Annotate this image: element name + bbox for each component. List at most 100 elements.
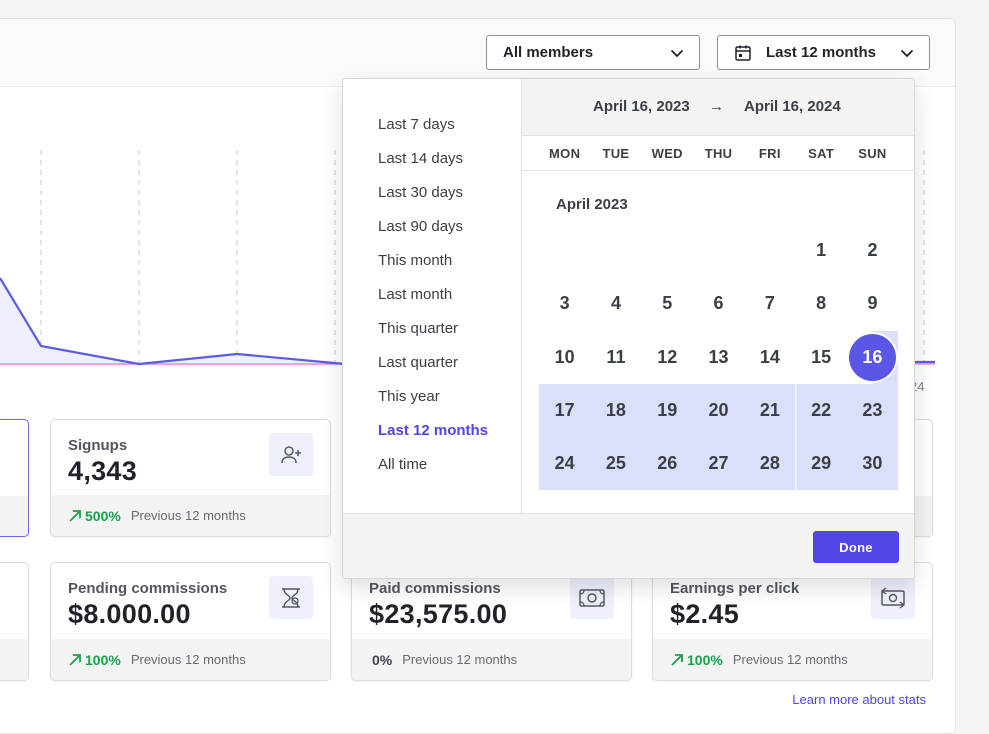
stat-card-label: Paid commissions [369,580,501,597]
calendar-day[interactable]: 6 [713,293,724,314]
members-filter-select[interactable]: All members [486,35,700,70]
preset-last-14-days[interactable]: Last 14 days [378,150,464,167]
calendar-day[interactable]: 27 [692,437,745,491]
stat-change: 0% [372,651,393,668]
stat-card-selected-clipped[interactable] [0,419,29,537]
calendar-day[interactable]: 21 [744,383,796,437]
stat-card-value: $2.45 [670,599,740,629]
calendar-day[interactable]: 24 [539,437,591,491]
preset-all-time[interactable]: All time [378,456,428,473]
preset-last-month[interactable]: Last month [378,286,453,303]
selected-day-marker: 16 [848,333,896,381]
stat-change: 100% [68,652,121,668]
date-range-select[interactable]: Last 12 months [717,35,930,70]
stat-card-footer: 500% Previous 12 months [51,495,330,536]
calendar-day[interactable]: 30 [846,437,899,491]
calendar-day[interactable]: 12 [657,346,678,367]
month-title: April 2023 [556,196,628,213]
calendar-day[interactable]: 4 [610,293,621,314]
calendar-day[interactable]: 20 [692,383,745,437]
hourglass-money-icon [269,576,313,619]
weekday-label: WED [651,146,683,161]
preset-list: Last 7 days Last 14 days Last 30 days La… [343,79,522,513]
stat-card-pending-commissions[interactable]: Pending commissions $8.000.00 100% Previ… [50,562,331,681]
calendar-icon [735,45,751,61]
stat-card-earnings-per-click[interactable]: Earnings per click $2.45 100% Previous 1… [652,562,933,681]
stat-card-label: Earnings per click [670,580,800,597]
stat-card-paid-commissions[interactable]: Paid commissions $23,575.00 0% Previous … [351,562,632,681]
range-summary: April 16, 2023 → April 16, 2024 [522,79,914,136]
preset-last-7-days[interactable]: Last 7 days [378,116,455,133]
range-start-date: April 16, 2023 [593,98,690,115]
done-button[interactable]: Done [813,531,899,563]
weekday-label: SUN [858,146,887,161]
calendar-day[interactable]: 28 [744,437,796,491]
arrow-up-right-icon [671,653,683,666]
preset-last-quarter[interactable]: Last quarter [378,354,459,371]
preset-this-quarter[interactable]: This quarter [378,320,459,337]
stat-change: 100% [670,652,723,668]
weekday-header: MON TUE WED THU FRI SAT SUN [522,136,914,171]
stat-card-footer: 100% Previous 12 months [653,639,932,680]
stat-card-footer: 100% Previous 12 months [51,639,330,680]
stat-compare-label: Previous 12 months [130,508,246,523]
stat-card-footer: 0% Previous 12 months [352,639,631,680]
calendar-day[interactable]: 23 [846,383,899,437]
calendar-day[interactable]: 11 [606,346,626,367]
calendar-day[interactable]: 9 [867,293,878,314]
stat-compare-label: Previous 12 months [402,652,518,667]
stat-compare-label: Previous 12 months [732,652,848,667]
learn-more-link[interactable]: Learn more about stats [792,692,926,707]
calendar-day[interactable]: 8 [816,293,827,314]
date-range-label: Last 12 months [766,44,877,61]
arrow-up-right-icon [69,509,81,522]
stat-compare-label: Previous 12 months [130,652,246,667]
arrow-up-right-icon [69,653,81,666]
stat-card-clipped[interactable] [0,562,29,681]
weekday-label: SAT [808,146,835,161]
range-end-date: April 16, 2024 [744,98,841,115]
calendar-day[interactable]: 7 [764,293,775,314]
banknote-icon [570,576,614,619]
arrow-right-icon: → [709,98,724,115]
weekday-label: THU [704,146,733,161]
calendar-day[interactable]: 2 [867,240,878,260]
stat-card-signups[interactable]: Signups 4,343 500% Previous 12 months [50,419,331,537]
weekday-label: TUE [602,146,630,161]
weekday-label: FRI [758,146,781,161]
calendar-day[interactable]: 14 [759,346,780,367]
calendar-day[interactable]: 22 [795,383,847,437]
stat-change: 500% [68,508,121,524]
calendar-day[interactable]: 19 [641,383,693,437]
chart-area [0,278,345,366]
calendar-day[interactable]: 5 [662,293,673,314]
calendar-day[interactable]: 10 [554,346,575,367]
chevron-down-icon [671,50,683,57]
date-range-dropdown: Last 7 days Last 14 days Last 30 days La… [342,78,915,579]
preset-this-month[interactable]: This month [378,252,453,269]
calendar-day[interactable]: 1 [816,240,827,260]
preset-last-90-days[interactable]: Last 90 days [378,218,464,235]
stat-card-value: $8.000.00 [68,599,191,629]
members-filter-label: All members [503,44,594,61]
calendar-day[interactable]: 3 [559,293,570,314]
preset-this-year[interactable]: This year [378,388,440,405]
calendar-day[interactable]: 15 [811,346,832,367]
user-plus-icon [269,433,313,476]
calendar: April 16, 2023 → April 16, 2024 MON TUE … [522,79,914,513]
stat-card-label: Pending commissions [68,580,228,597]
calendar-day[interactable]: 18 [590,383,642,437]
stat-card-value: 4,343 [68,456,138,486]
calendar-day[interactable]: 26 [641,437,693,491]
stat-card-value: $23,575.00 [369,599,508,629]
calendar-day[interactable]: 25 [590,437,642,491]
chevron-down-icon [901,50,913,57]
calendar-day[interactable]: 16 [846,330,899,384]
calendar-day[interactable]: 29 [795,437,847,491]
chart-series-line [0,277,346,366]
weekday-label: MON [549,146,581,161]
calendar-day[interactable]: 17 [539,383,591,437]
preset-last-12-months[interactable]: Last 12 months [378,422,489,439]
calendar-day[interactable]: 13 [708,346,729,367]
preset-last-30-days[interactable]: Last 30 days [378,184,464,201]
